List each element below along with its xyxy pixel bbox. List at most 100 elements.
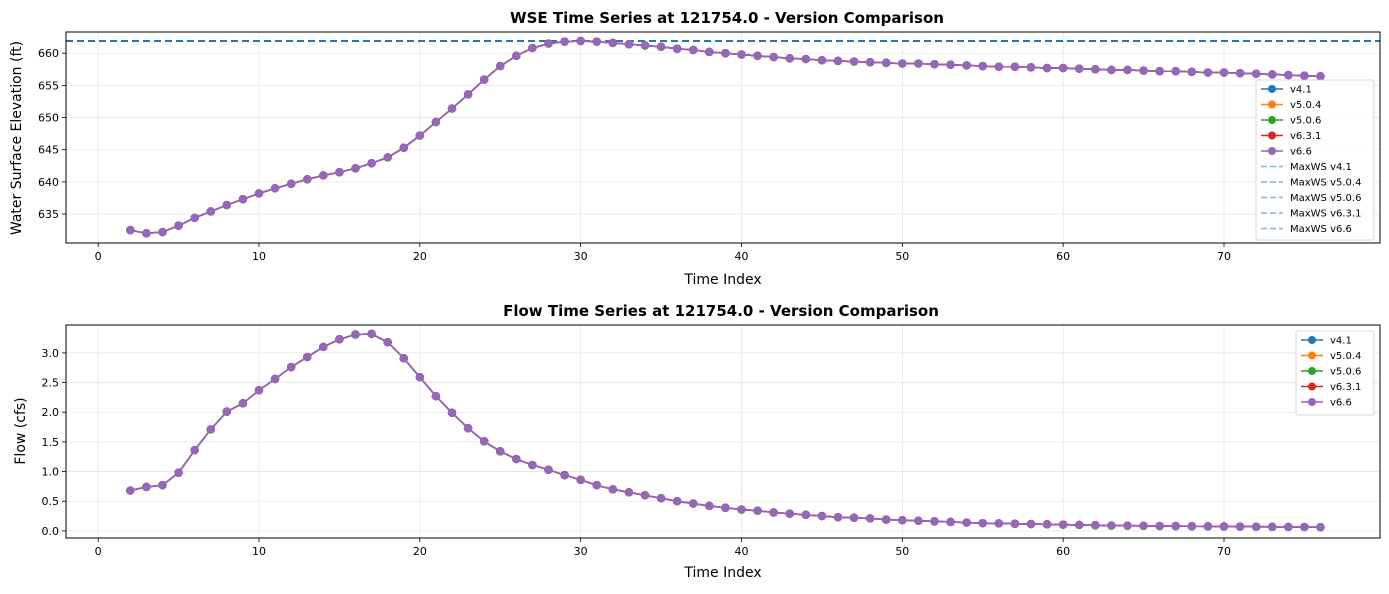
wse-data-point (849, 57, 859, 66)
flow-data-point (1235, 522, 1245, 531)
wse-data-point (914, 59, 923, 68)
wse-data-point (1268, 70, 1277, 79)
flow-data-point (383, 338, 392, 347)
wse-data-point (351, 164, 360, 173)
wse-legend-label: v5.0.4 (1290, 100, 1321, 111)
wse-data-point (222, 200, 232, 210)
flow-data-point (1300, 522, 1309, 532)
wse-legend-marker (1268, 131, 1276, 140)
flow-legend-label: v5.0.6 (1330, 367, 1361, 378)
wse-data-point (544, 39, 553, 48)
wse-data-point (286, 179, 296, 189)
wse-x-tick-label: 20 (413, 250, 427, 263)
flow-data-point (1091, 521, 1100, 530)
wse-data-point (817, 56, 827, 65)
wse-y-tick-label: 645 (38, 144, 59, 157)
wse-data-point (930, 59, 939, 69)
flow-data-point (1187, 522, 1197, 531)
flow-data-point (753, 506, 762, 515)
wse-data-point (962, 61, 971, 70)
flow-legend-marker (1308, 382, 1316, 391)
flow-data-point (1010, 519, 1020, 528)
wse-data-point (206, 207, 215, 216)
flow-legend-label: v6.6 (1330, 398, 1352, 409)
flow-x-tick-label: 20 (413, 545, 427, 558)
wse-x-tick-label: 60 (1056, 250, 1070, 263)
flow-x-tick-label: 10 (252, 545, 266, 558)
flow-data-point (1203, 522, 1213, 531)
wse-data-point (656, 42, 666, 51)
wse-legend-label: v6.3.1 (1290, 131, 1321, 142)
flow-x-tick-label: 30 (574, 545, 588, 558)
flow-y-tick-label: 1.0 (42, 466, 60, 479)
wse-data-point (319, 171, 328, 180)
wse-data-point (1284, 70, 1293, 80)
wse-data-point (576, 36, 585, 46)
wse-data-point (705, 47, 714, 57)
flow-data-point (898, 516, 907, 525)
wse-data-point (447, 104, 457, 113)
flow-data-point (1042, 520, 1052, 529)
flow-data-point (817, 511, 827, 521)
flow-legend-label: v4.1 (1330, 336, 1352, 347)
flow-data-point (946, 517, 955, 527)
flow-data-point (1251, 522, 1261, 531)
flow-plot-frame (65, 324, 1381, 539)
flow-data-point (286, 362, 296, 372)
flow-legend-marker (1308, 367, 1316, 375)
wse-data-point (383, 153, 392, 162)
flow-data-point (560, 470, 569, 480)
flow-data-point (705, 501, 714, 511)
wse-data-point (1058, 63, 1068, 73)
wse-series (126, 36, 1325, 238)
wse-data-point (1300, 71, 1309, 80)
wse-data-point (126, 225, 135, 235)
flow-chart: Flow Time Series at 121754.0 - Version C… (13, 302, 1381, 581)
flow-data-point (914, 516, 923, 525)
wse-data-point (946, 60, 955, 70)
flow-data-point (415, 373, 425, 382)
wse-data-point (560, 37, 569, 46)
flow-data-point (174, 468, 183, 477)
flow-data-point (142, 482, 151, 492)
wse-legend-marker (1268, 85, 1276, 93)
wse-data-point (994, 62, 1004, 71)
wse-data-point (1203, 68, 1213, 77)
flow-y-tick-label: 1.5 (42, 436, 60, 449)
wse-data-point (1187, 67, 1197, 77)
wse-data-point (496, 61, 505, 71)
flow-data-point (785, 509, 794, 518)
flow-x-axis-label: Time Index (683, 565, 761, 581)
wse-data-point (672, 44, 682, 53)
wse-data-point (463, 90, 473, 99)
flow-data-point (1219, 522, 1229, 531)
flow-x-tick-label: 50 (895, 545, 909, 558)
flow-data-point (431, 391, 441, 401)
wse-data-point (1026, 63, 1036, 72)
wse-legend-label: v5.0.6 (1290, 116, 1321, 127)
flow-data-point (463, 424, 473, 433)
wse-x-tick-label: 40 (734, 250, 748, 263)
flow-data-point (737, 505, 746, 514)
flow-legend-marker (1308, 336, 1316, 344)
flow-data-point (367, 329, 376, 339)
flow-data-point (962, 518, 971, 527)
flow-data-point (544, 465, 553, 474)
wse-plot-frame (65, 31, 1381, 244)
wse-y-axis-label: Water Surface Elevation (ft) (9, 41, 25, 235)
wse-y-tick-label: 650 (38, 112, 59, 125)
wse-data-point (592, 37, 601, 46)
flow-x-tick-label: 0 (95, 545, 102, 558)
wse-x-axis-label: Time Index (683, 272, 761, 288)
wse-data-point (721, 49, 730, 58)
flow-grid (66, 325, 1380, 538)
wse-data-point (1139, 66, 1148, 75)
flow-data-point (882, 515, 891, 524)
wse-x-ticks: 0 10 20 30 40 50 60 70 (95, 243, 1231, 263)
flow-data-point (335, 335, 344, 344)
flow-x-tick-label: 70 (1217, 545, 1231, 558)
wse-data-point (158, 227, 167, 237)
flow-data-point (270, 374, 280, 384)
flow-data-point (576, 475, 585, 485)
